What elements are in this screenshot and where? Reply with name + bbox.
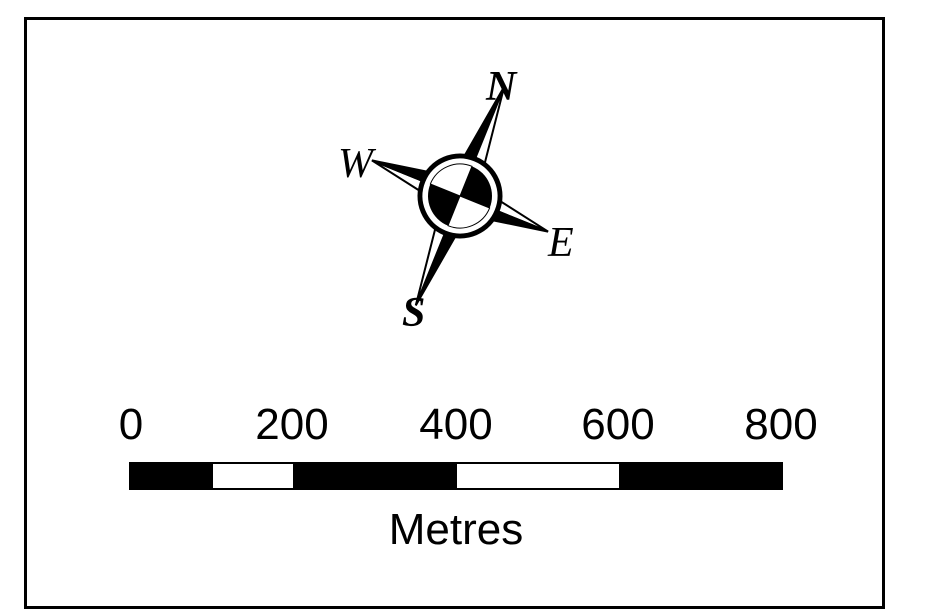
scale-tick-label: 200 (255, 400, 329, 449)
compass-west-label: W (338, 141, 377, 187)
scale-tick-label: 0 (118, 400, 144, 449)
compass-north-label: N (485, 64, 518, 110)
scale-tick-label: 800 (744, 400, 818, 449)
map-frame (24, 17, 885, 609)
scale-segment-black (293, 464, 457, 488)
compass-east-label: E (547, 220, 574, 266)
compass-south-label: S (402, 290, 425, 336)
scale-bar (129, 462, 783, 490)
scale-segment-white (457, 464, 619, 488)
scale-tick-label: 400 (419, 400, 493, 449)
scale-tick-label: 600 (581, 400, 655, 449)
compass-rose-icon: N W E S (338, 64, 574, 336)
north-arrow: N W E S (300, 50, 620, 350)
scale-segment-black (619, 464, 781, 488)
scale-segment-black (131, 464, 213, 488)
scale-units-label: Metres (388, 505, 524, 554)
scale-segment-white (213, 464, 293, 488)
